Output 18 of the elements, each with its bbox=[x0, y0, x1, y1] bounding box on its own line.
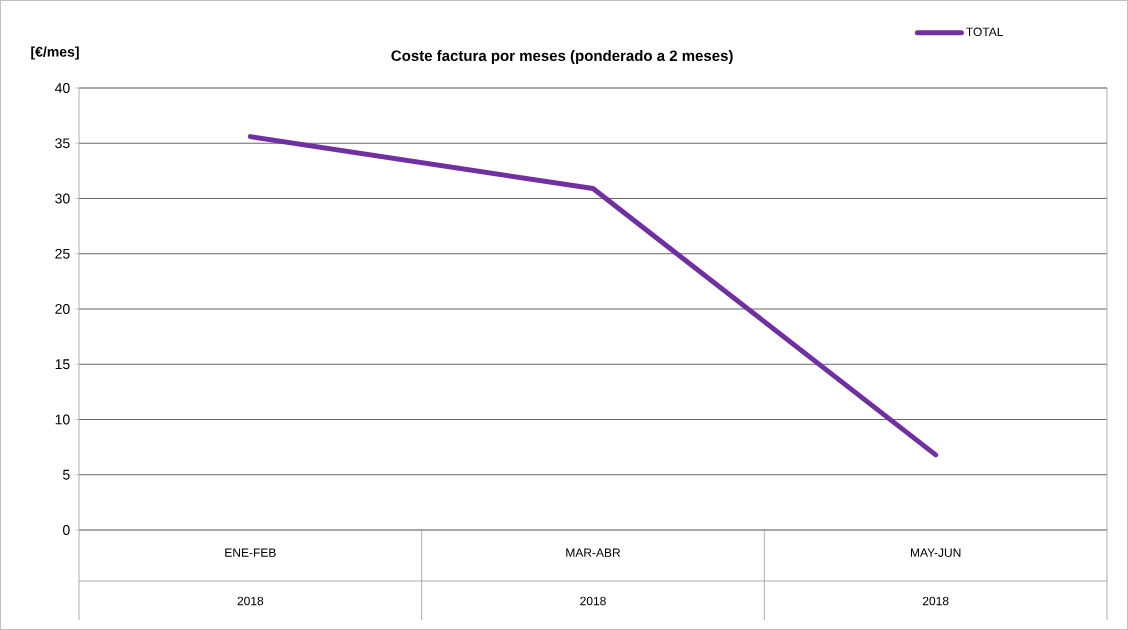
y-tick-label: 25 bbox=[55, 248, 70, 259]
y-tick-label: 20 bbox=[55, 304, 70, 314]
x-tick-label: ENE-FEB bbox=[225, 548, 276, 557]
chart-title: Coste factura por meses (ponderado a 2 meses) bbox=[391, 50, 733, 64]
y-axis-title: [€/mes] bbox=[31, 46, 79, 60]
text: 2018 bbox=[922, 596, 949, 606]
text: 2018 bbox=[580, 596, 606, 606]
y-tick-label: 5 bbox=[62, 469, 70, 480]
y-tick-label: 0 bbox=[62, 525, 70, 535]
y-tick-label: 35 bbox=[55, 138, 70, 149]
y-tick-label: 40 bbox=[54, 83, 70, 93]
y-tick-label: 10 bbox=[55, 414, 70, 425]
x-tick-label: MAY-JUN bbox=[910, 548, 961, 557]
x-tick-label: MAR-ABR bbox=[566, 548, 621, 557]
y-tick-label: 15 bbox=[55, 359, 70, 370]
legend-label: TOTAL bbox=[966, 27, 1004, 37]
y-tick-label: 30 bbox=[55, 193, 70, 204]
text: 2018 bbox=[237, 596, 264, 606]
